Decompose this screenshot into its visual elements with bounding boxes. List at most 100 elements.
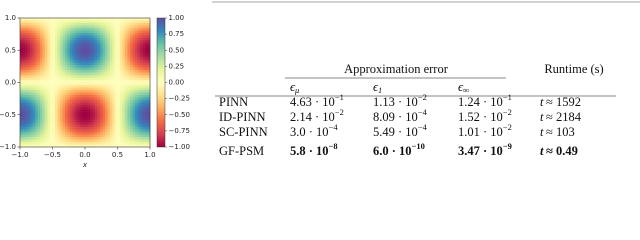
heat-cell <box>50 57 53 61</box>
heat-cell <box>65 104 68 108</box>
heat-cell <box>145 32 148 36</box>
heat-cell <box>142 82 146 86</box>
heat-cell <box>97 47 101 51</box>
heat-cell <box>40 132 43 135</box>
heat-cell <box>30 102 33 106</box>
heat-cell <box>127 20 131 24</box>
heat-cell <box>67 27 71 31</box>
heat-cell <box>147 82 151 86</box>
heat-cell <box>72 102 76 106</box>
heat-cell <box>20 67 23 71</box>
heat-cell <box>72 18 76 21</box>
heat-cell <box>92 117 96 121</box>
heat-cell <box>92 119 96 123</box>
heat-cell <box>130 70 133 73</box>
heat-cell <box>135 94 138 98</box>
heat-cell <box>82 62 86 66</box>
heat-cell <box>80 94 83 98</box>
heat-cell <box>110 139 113 143</box>
heat-cell <box>57 67 61 71</box>
heat-cell <box>147 50 151 54</box>
heat-cell <box>92 62 96 66</box>
heat-cell <box>75 82 78 86</box>
heat-cell <box>142 40 146 44</box>
heat-cell <box>70 30 73 34</box>
heat-cell <box>82 18 86 21</box>
heat-cell <box>57 52 61 56</box>
heat-cell <box>37 72 41 76</box>
heat-cell <box>120 77 123 81</box>
heat-cell <box>105 37 108 41</box>
heat-cell <box>107 99 111 103</box>
heat-cell <box>97 132 101 135</box>
heat-cell <box>117 65 121 68</box>
heat-cell <box>72 22 76 26</box>
heat-cell <box>67 18 71 21</box>
heat-cell <box>102 32 106 36</box>
heat-cell <box>65 87 68 91</box>
heat-cell <box>65 67 68 71</box>
heat-cell <box>60 89 63 93</box>
heat-cell <box>95 45 98 49</box>
heat-cell <box>87 55 91 58</box>
heat-cell <box>102 107 106 111</box>
heat-cell <box>92 30 96 34</box>
cell: 8.09 · 10−4 <box>373 107 428 124</box>
heat-cell <box>132 132 136 135</box>
heat-cell <box>35 80 38 83</box>
heat-cell <box>75 42 78 46</box>
heat-cell <box>105 62 108 66</box>
heat-cell <box>57 127 61 130</box>
heat-cell <box>135 92 138 96</box>
heat-cell <box>20 87 23 91</box>
heat-cell <box>142 67 146 71</box>
heat-cell <box>100 18 103 21</box>
heat-cell <box>145 129 148 133</box>
heat-cell <box>57 102 61 106</box>
heat-cell <box>110 50 113 54</box>
heat-cell <box>20 25 23 29</box>
heat-cell <box>20 82 23 86</box>
heat-cell <box>105 22 108 26</box>
heat-cell <box>35 60 38 63</box>
heat-cell <box>115 127 118 130</box>
heat-cell <box>40 87 43 91</box>
heat-cell <box>87 75 91 78</box>
heat-cell <box>55 27 58 31</box>
heat-cell <box>100 129 103 133</box>
heat-cell <box>125 117 128 121</box>
heat-cell <box>122 30 126 34</box>
heat-cell <box>90 112 93 116</box>
heat-cell <box>102 144 106 148</box>
heat-cell <box>50 132 53 135</box>
heat-cell <box>47 137 51 140</box>
heat-cell <box>32 30 36 34</box>
heat-cell <box>140 30 143 34</box>
heat-cell <box>145 134 148 138</box>
heat-cell <box>67 50 71 54</box>
heat-cell <box>112 122 116 125</box>
heat-cell <box>67 55 71 58</box>
heat-cell <box>75 40 78 44</box>
heat-cell <box>75 22 78 26</box>
heat-cell <box>70 134 73 138</box>
heat-cell <box>65 75 68 78</box>
heat-cell <box>85 50 88 54</box>
heat-cell <box>140 65 143 68</box>
heat-cell <box>65 32 68 36</box>
method: SC-PINN <box>219 125 268 139</box>
heat-cell <box>117 52 121 56</box>
heat-cell <box>132 109 136 113</box>
heat-cell <box>130 132 133 135</box>
heat-cell <box>77 129 81 133</box>
heat-cell <box>65 57 68 61</box>
heat-cell <box>132 129 136 133</box>
heat-cell <box>107 18 111 21</box>
heat-cell <box>87 18 91 21</box>
heat-cell <box>145 132 148 135</box>
heat-cell <box>57 132 61 135</box>
heat-cell <box>72 134 76 138</box>
heat-cell <box>130 75 133 78</box>
heat-cell <box>70 107 73 111</box>
heat-cell <box>95 117 98 121</box>
